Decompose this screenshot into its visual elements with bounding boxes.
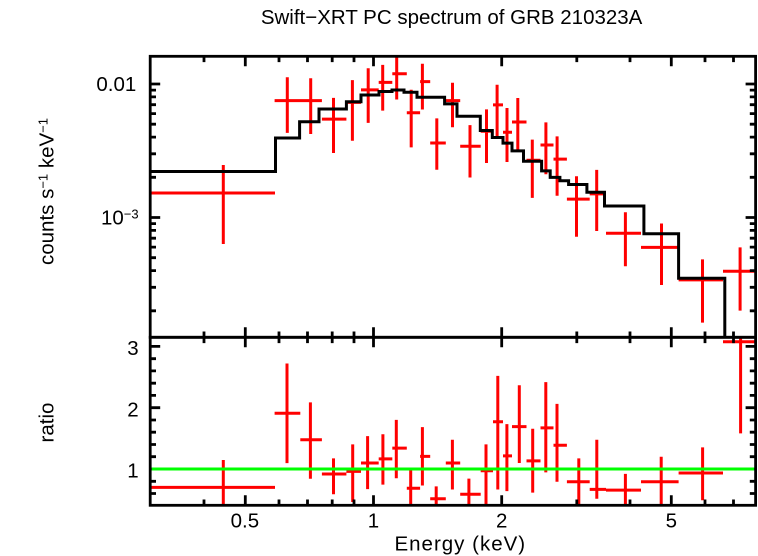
svg-text:ratio: ratio: [36, 403, 59, 443]
svg-text:2: 2: [496, 509, 507, 532]
svg-text:Energy (keV): Energy (keV): [394, 533, 526, 556]
svg-text:Swift−XRT PC spectrum of GRB 2: Swift−XRT PC spectrum of GRB 210323A: [261, 6, 643, 29]
svg-text:5: 5: [666, 509, 677, 532]
svg-text:0.01: 0.01: [96, 73, 136, 96]
svg-text:1: 1: [127, 460, 138, 483]
svg-text:3: 3: [127, 337, 138, 360]
svg-text:2: 2: [127, 398, 138, 421]
svg-text:counts s−1 keV−1: counts s−1 keV−1: [36, 118, 59, 265]
svg-text:1: 1: [368, 509, 379, 532]
svg-text:0.5: 0.5: [231, 509, 260, 532]
